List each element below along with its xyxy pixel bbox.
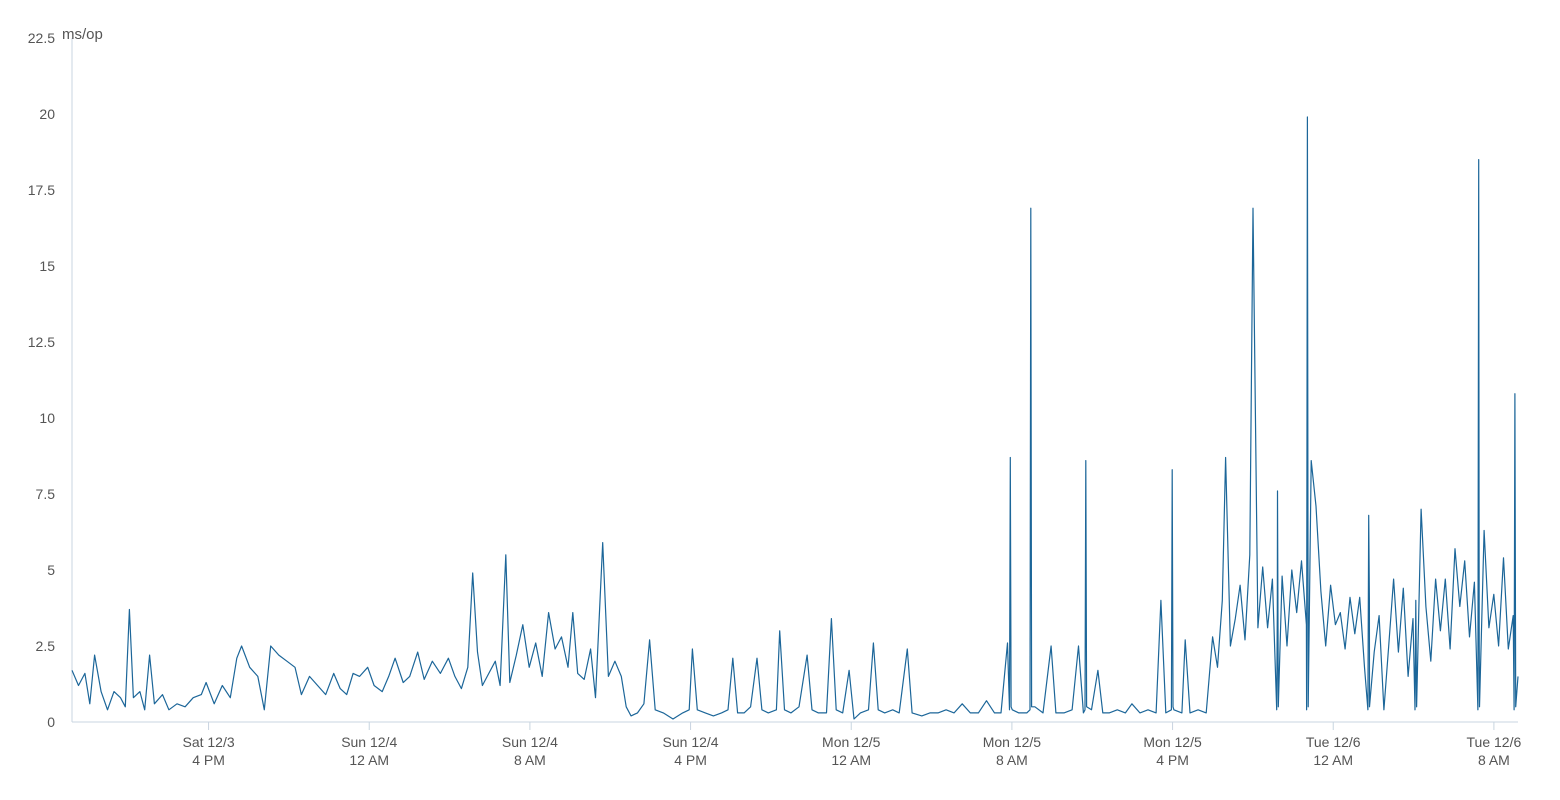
y-axis-ticks: 0 2.5 5 7.5 10 12.5 15 17.5 20 22.5 bbox=[28, 30, 55, 730]
y-tick-label: 20 bbox=[39, 106, 55, 122]
y-axis-unit-label: ms/op bbox=[62, 26, 103, 43]
x-tick-label-time: 4 PM bbox=[674, 752, 707, 768]
x-tick-label-time: 8 AM bbox=[996, 752, 1028, 768]
y-tick-label: 5 bbox=[47, 562, 55, 578]
y-tick-label: 22.5 bbox=[28, 30, 55, 46]
y-tick-label: 15 bbox=[39, 258, 55, 274]
x-tick-label-time: 8 AM bbox=[1478, 752, 1510, 768]
x-tick-label-day: Sat 12/3 bbox=[182, 734, 234, 750]
x-tick-label-time: 12 AM bbox=[1313, 752, 1353, 768]
y-tick-label: 7.5 bbox=[36, 486, 56, 502]
x-tick-label-day: Sun 12/4 bbox=[663, 734, 719, 750]
x-tick-label-day: Mon 12/5 bbox=[822, 734, 881, 750]
x-tick-label-time: 12 AM bbox=[831, 752, 871, 768]
series-line bbox=[71, 116, 1519, 720]
x-tick-label-day: Tue 12/6 bbox=[1306, 734, 1361, 750]
x-tick-label-day: Mon 12/5 bbox=[1143, 734, 1202, 750]
y-tick-label: 0 bbox=[47, 714, 55, 730]
x-tick-label-time: 8 AM bbox=[514, 752, 546, 768]
x-tick-label-time: 4 PM bbox=[192, 752, 225, 768]
x-tick-label-time: 12 AM bbox=[349, 752, 389, 768]
x-tick-label-day: Tue 12/6 bbox=[1467, 734, 1522, 750]
y-tick-label: 12.5 bbox=[28, 334, 55, 350]
y-tick-label: 10 bbox=[39, 410, 55, 426]
y-tick-label: 2.5 bbox=[36, 638, 56, 654]
x-tick-label-day: Sun 12/4 bbox=[341, 734, 397, 750]
y-tick-label: 17.5 bbox=[28, 182, 55, 198]
x-tick-label-time: 4 PM bbox=[1156, 752, 1189, 768]
x-tick-label-day: Mon 12/5 bbox=[983, 734, 1042, 750]
x-tick-label-day: Sun 12/4 bbox=[502, 734, 558, 750]
x-axis-ticks: Sat 12/3 4 PM Sun 12/4 12 AM Sun 12/4 8 AM Sun… bbox=[182, 722, 1521, 768]
